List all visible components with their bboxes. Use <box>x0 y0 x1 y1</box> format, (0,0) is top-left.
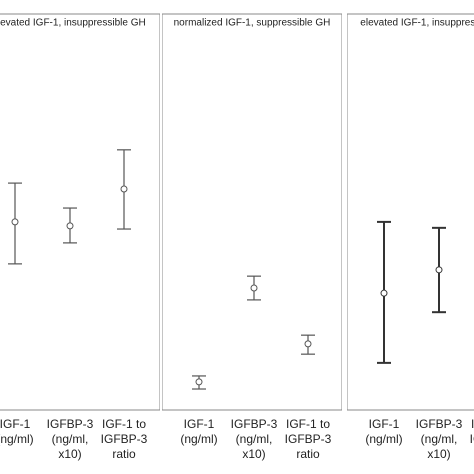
panel: elevated IGF-1, insuppressible GHIGF-1(n… <box>0 13 160 461</box>
mean-marker <box>250 284 258 292</box>
x-tick-label: IGF-1 <box>0 417 31 431</box>
x-tick-label: ratio <box>296 447 320 461</box>
x-tick-label: IGFBP-3 <box>47 417 94 431</box>
x-tick-label: IGF-1 to <box>102 417 146 431</box>
panel-frame <box>0 13 160 411</box>
x-tick-label: (ng/ml, <box>52 432 89 446</box>
mean-marker <box>435 266 443 274</box>
mean-marker <box>195 378 203 386</box>
mean-marker <box>380 289 388 297</box>
x-tick-label: IGFBP-3 <box>101 432 148 446</box>
x-tick-label: (ng/ml, <box>421 432 458 446</box>
panel-title: elevated IGF-1, insuppressible GH <box>0 18 146 29</box>
mean-marker <box>11 218 19 226</box>
x-tick-label: IGF-1 to <box>286 417 330 431</box>
panel-frame <box>162 13 342 411</box>
x-tick-label: IGFBP-3 <box>470 432 474 446</box>
panel: elevated IGF-1, insuppressible GHIGF-1(n… <box>347 13 474 461</box>
x-tick-label: (ng/ml, <box>236 432 273 446</box>
panel-frame <box>347 13 474 411</box>
x-tick-label: x10) <box>427 447 450 461</box>
x-tick-label: x10) <box>58 447 81 461</box>
x-tick-label: IGFBP-3 <box>231 417 278 431</box>
mean-marker <box>66 222 74 230</box>
x-tick-label: IGF-1 to <box>471 417 474 431</box>
x-tick-label: (ng/ml) <box>0 432 34 446</box>
x-tick-label: IGF-1 <box>369 417 400 431</box>
panel-title: elevated IGF-1, insuppressible GH <box>360 18 474 29</box>
x-tick-label: (ng/ml) <box>365 432 402 446</box>
mean-marker <box>120 185 128 193</box>
x-tick-label: (ng/ml) <box>180 432 217 446</box>
mean-marker <box>304 340 312 348</box>
panel: normalized IGF-1, suppressible GHIGF-1(n… <box>162 13 342 461</box>
x-tick-label: IGF-1 <box>184 417 215 431</box>
x-tick-label: ratio <box>112 447 136 461</box>
x-tick-label: IGFBP-3 <box>416 417 463 431</box>
x-tick-label: x10) <box>242 447 265 461</box>
panel-title: normalized IGF-1, suppressible GH <box>174 18 331 29</box>
x-tick-label: IGFBP-3 <box>285 432 332 446</box>
